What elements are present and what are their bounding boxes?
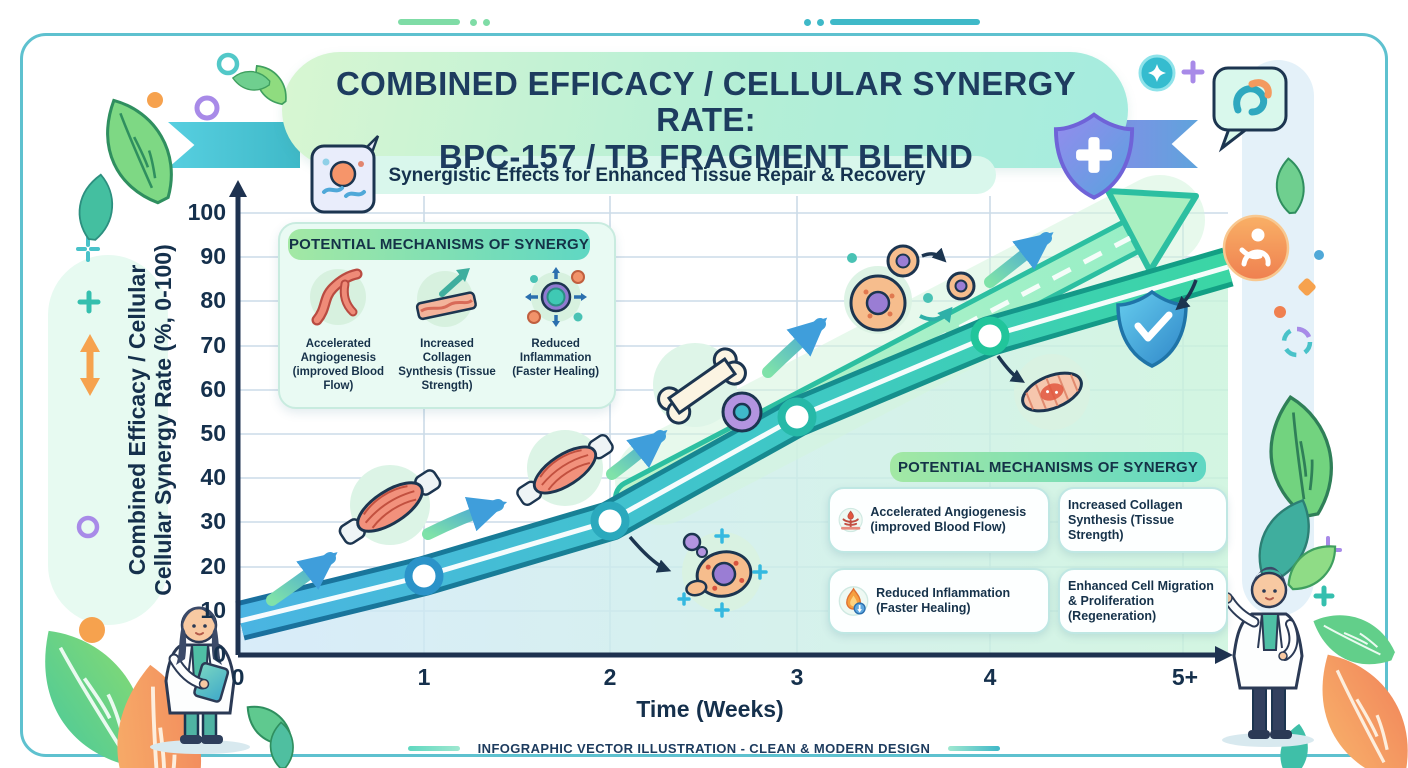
cell-division-icon (844, 244, 976, 334)
mechanisms-panel-right: Accelerated Angiogenesis (improved Blood… (828, 487, 1228, 634)
plus-icon (1313, 585, 1335, 607)
data-line-band (235, 247, 1234, 641)
left-deco-blob (48, 255, 168, 625)
y-tick: 100 (187, 199, 226, 225)
x-tick: 5+ (1171, 664, 1199, 690)
tissue-repair-icon (1014, 354, 1090, 430)
sparkle-badge-icon (1138, 54, 1176, 92)
orange-person-badge-icon (1222, 214, 1290, 282)
cell-sparkle-icon (677, 528, 768, 618)
muscle-icon (338, 465, 442, 545)
footer-line-right (948, 746, 1001, 751)
panel-header: POTENTIAL MECHANISMS OF SYNERGY (288, 229, 590, 260)
deco-dot (817, 19, 824, 26)
plus-icon (1181, 60, 1205, 84)
top-deco-line-left (398, 19, 460, 25)
calm-cell-icon (524, 267, 587, 327)
mechanism-item: Reduced Inflammation (Faster Healing) (503, 264, 608, 393)
mechanisms-panel-top: POTENTIAL MECHANISMS OF SYNERGY Accelera… (278, 222, 616, 409)
y-tick: 60 (200, 376, 226, 402)
x-axis-title: Time (Weeks) (636, 696, 784, 722)
growth-arrows (266, 232, 1054, 606)
doctor-female-figure (150, 606, 250, 754)
shield-check-icon (1116, 289, 1188, 368)
top-deco-line-right (830, 19, 980, 25)
y-tick: 30 (200, 508, 226, 534)
y-tick: 50 (200, 420, 226, 446)
connector-arrows (628, 279, 1198, 573)
bone-icon (653, 343, 763, 433)
muscle-icon (516, 430, 614, 506)
mechanism-label: Reduced Inflammation (Faster Healing) (876, 586, 1011, 615)
data-point-markers (404, 316, 1010, 596)
y-tick: 70 (200, 332, 226, 358)
x-tick: 3 (790, 664, 804, 690)
y-tick: 20 (200, 553, 226, 579)
y-tick: 80 (200, 287, 226, 313)
x-tick: 0 (231, 664, 245, 690)
mechanism-label: Reduced Inflammation (Faster Healing) (512, 338, 600, 379)
speech-bubble-squiggle-icon (1212, 66, 1288, 153)
double-arrow-icon (80, 334, 100, 396)
footer-text: INFOGRAPHIC VECTOR ILLUSTRATION - CLEAN … (477, 741, 931, 756)
x-tick: 4 (983, 664, 997, 690)
mechanism-card: Enhanced Cell Migration & Proliferation … (1058, 568, 1228, 634)
vessel-droplet-icon (838, 507, 863, 533)
blood-vessel-icon (310, 268, 367, 326)
axes (229, 180, 1233, 664)
collagen-arrow-icon (415, 268, 477, 327)
y-tick: 40 (200, 464, 226, 490)
y-tick: 0 (213, 641, 226, 667)
doctor-male-figure (1221, 566, 1314, 747)
mechanism-card: Accelerated Angiogenesis (improved Blood… (828, 487, 1050, 553)
subtitle-pill (318, 156, 996, 194)
footer-line-left (407, 746, 460, 751)
y-tick: 90 (200, 243, 226, 269)
title-banner (282, 52, 1128, 168)
mechanism-item: Accelerated Angiogenesis (improved Blood… (286, 264, 391, 393)
dashed-cross-icon (76, 236, 100, 262)
mechanism-label: Increased Collagen Synthesis (Tissue Str… (398, 338, 496, 393)
flame-icon (838, 586, 869, 616)
mechanism-card: Reduced Inflammation (Faster Healing) (828, 568, 1050, 634)
deco-dot (470, 19, 477, 26)
sparkle-icon (677, 528, 768, 618)
mechanism-label: Enhanced Cell Migration & Proliferation … (1068, 578, 1214, 623)
y-tick: 10 (200, 597, 226, 623)
page-subtitle: Synergistic Effects for Enhanced Tissue … (388, 165, 926, 186)
deco-marks (76, 52, 1342, 643)
page-border-frame (20, 33, 1388, 757)
mechanism-card: Increased Collagen Synthesis (Tissue Str… (1058, 487, 1228, 553)
mechanism-label: Accelerated Angiogenesis (improved Blood… (292, 338, 385, 393)
title-line-1: COMBINED EFFICACY / CELLULAR SYNERGY RAT… (336, 65, 1076, 139)
plus-icon (77, 290, 101, 314)
mechanisms-panel-right-header: POTENTIAL MECHANISMS OF SYNERGY (890, 452, 1206, 482)
deco-dot (804, 19, 811, 26)
mechanism-item: Increased Collagen Synthesis (Tissue Str… (395, 264, 500, 393)
x-tick: 2 (603, 664, 617, 690)
mechanism-label: Increased Collagen Synthesis (Tissue Str… (1068, 497, 1183, 542)
mechanism-label: Accelerated Angiogenesis (improved Blood… (870, 505, 1027, 534)
x-tick: 1 (417, 664, 431, 690)
deco-dot (483, 19, 490, 26)
page-title: COMBINED EFFICACY / CELLULAR SYNERGY RAT… (292, 65, 1120, 175)
cell-molecule-badge-icon (310, 135, 380, 214)
y-axis-title: Combined Efficacy / Cellular Cellular Sy… (124, 244, 177, 596)
footer: INFOGRAPHIC VECTOR ILLUSTRATION - CLEAN … (0, 741, 1408, 756)
title-line-2: BPC-157 / TB FRAGMENT BLEND (438, 137, 974, 175)
shield-plus-icon (1053, 112, 1135, 200)
